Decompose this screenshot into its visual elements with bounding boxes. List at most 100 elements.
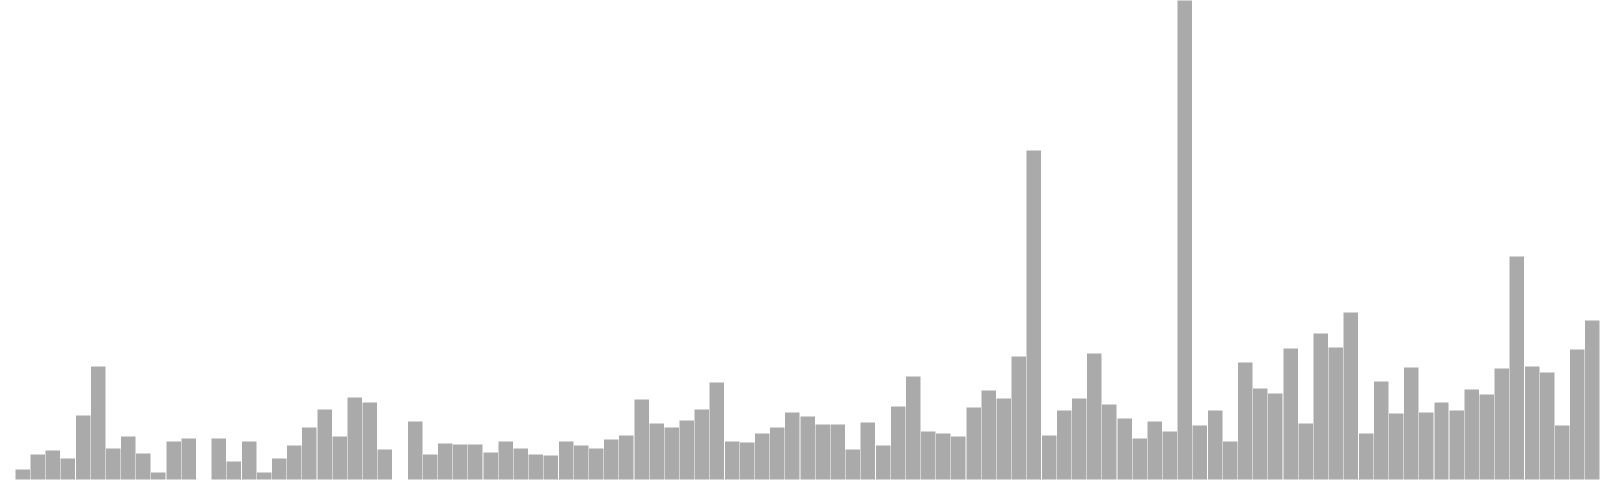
bar-19 bbox=[286, 444, 303, 480]
bar-42 bbox=[633, 398, 650, 480]
bar-24 bbox=[361, 401, 378, 480]
bar-4 bbox=[60, 457, 76, 480]
bar-72 bbox=[1086, 352, 1103, 480]
bar-85 bbox=[1282, 347, 1299, 480]
bar-81 bbox=[1222, 440, 1239, 480]
bar-31 bbox=[467, 443, 484, 480]
bar-8 bbox=[120, 435, 137, 480]
bar-48 bbox=[724, 440, 740, 480]
bar-38 bbox=[573, 444, 589, 480]
bar-74 bbox=[1116, 417, 1133, 480]
bar-52 bbox=[784, 411, 801, 480]
bar-51 bbox=[769, 426, 786, 480]
bar-100 bbox=[1509, 255, 1525, 480]
bar-60 bbox=[905, 375, 922, 480]
bar-82 bbox=[1237, 361, 1254, 480]
bar-2 bbox=[29, 453, 46, 480]
bar-40 bbox=[603, 438, 620, 480]
bar-98 bbox=[1478, 393, 1495, 480]
bar-22 bbox=[331, 435, 348, 480]
bar-41 bbox=[618, 434, 635, 480]
bar-62 bbox=[935, 432, 952, 480]
bar-35 bbox=[527, 453, 544, 480]
bar-93 bbox=[1403, 366, 1420, 480]
bar-6 bbox=[90, 365, 106, 480]
bar-96 bbox=[1448, 409, 1465, 480]
bar-18 bbox=[271, 457, 288, 480]
bar-32 bbox=[482, 451, 499, 480]
bar-7 bbox=[105, 447, 122, 480]
bar-86 bbox=[1297, 422, 1314, 480]
bar-30 bbox=[452, 443, 469, 480]
bar-102 bbox=[1539, 371, 1556, 480]
bar-94 bbox=[1418, 411, 1435, 480]
bar-27 bbox=[407, 420, 423, 480]
bar-79 bbox=[1192, 424, 1208, 480]
bar-49 bbox=[739, 441, 756, 480]
bar-3 bbox=[44, 449, 61, 480]
bar-17 bbox=[256, 471, 272, 480]
bar-91 bbox=[1373, 380, 1389, 480]
bar-68 bbox=[1026, 149, 1042, 480]
bar-65 bbox=[980, 389, 997, 480]
bar-16 bbox=[241, 440, 257, 480]
bar-12 bbox=[180, 437, 197, 480]
bar-95 bbox=[1433, 401, 1450, 480]
bar-55 bbox=[829, 423, 846, 480]
bar-1 bbox=[14, 468, 31, 480]
bar-9 bbox=[135, 452, 152, 480]
bar-64 bbox=[965, 406, 982, 480]
bar-99 bbox=[1494, 367, 1510, 480]
bar-11 bbox=[165, 440, 182, 480]
bar-15 bbox=[226, 460, 242, 480]
bar-63 bbox=[950, 435, 967, 480]
bar-73 bbox=[1101, 403, 1118, 480]
bar-77 bbox=[1161, 430, 1178, 480]
bar-43 bbox=[648, 422, 665, 480]
bar-58 bbox=[875, 444, 891, 480]
bar-44 bbox=[663, 426, 680, 480]
bar-34 bbox=[512, 447, 529, 480]
bar-59 bbox=[890, 405, 906, 480]
bar-46 bbox=[694, 408, 710, 480]
bar-70 bbox=[1056, 409, 1072, 480]
bar-36 bbox=[543, 454, 559, 480]
bar-101 bbox=[1524, 365, 1540, 480]
bar-50 bbox=[754, 432, 771, 480]
bar-33 bbox=[497, 440, 514, 480]
bar-54 bbox=[814, 423, 831, 480]
bar-28 bbox=[422, 453, 439, 480]
bar-103 bbox=[1554, 424, 1571, 480]
bar-80 bbox=[1207, 409, 1223, 480]
bar-84 bbox=[1267, 392, 1284, 480]
bar-66 bbox=[995, 397, 1012, 480]
bar-61 bbox=[920, 430, 937, 480]
bar-20 bbox=[301, 426, 318, 480]
bar-89 bbox=[1343, 311, 1359, 480]
bar-97 bbox=[1463, 388, 1480, 480]
bar-29 bbox=[437, 442, 454, 480]
bar-67 bbox=[1011, 355, 1027, 480]
bar-37 bbox=[558, 440, 574, 480]
bar-39 bbox=[588, 447, 605, 480]
bar-45 bbox=[678, 419, 695, 480]
bar-5 bbox=[75, 414, 91, 480]
bar-56 bbox=[844, 448, 861, 480]
bar-47 bbox=[709, 381, 725, 480]
bar-83 bbox=[1252, 387, 1269, 480]
bar-53 bbox=[799, 415, 816, 480]
bar-75 bbox=[1131, 437, 1148, 480]
bar-104 bbox=[1569, 348, 1586, 480]
bar-105 bbox=[1584, 319, 1600, 480]
bar-87 bbox=[1312, 332, 1329, 480]
bar-10 bbox=[150, 471, 167, 480]
bar-78 bbox=[1177, 0, 1193, 480]
bar-76 bbox=[1146, 420, 1163, 480]
bar-90 bbox=[1358, 432, 1374, 480]
bar-21 bbox=[316, 408, 333, 480]
bar-88 bbox=[1328, 346, 1344, 480]
bar-14 bbox=[211, 437, 227, 480]
bar-25 bbox=[377, 448, 393, 480]
